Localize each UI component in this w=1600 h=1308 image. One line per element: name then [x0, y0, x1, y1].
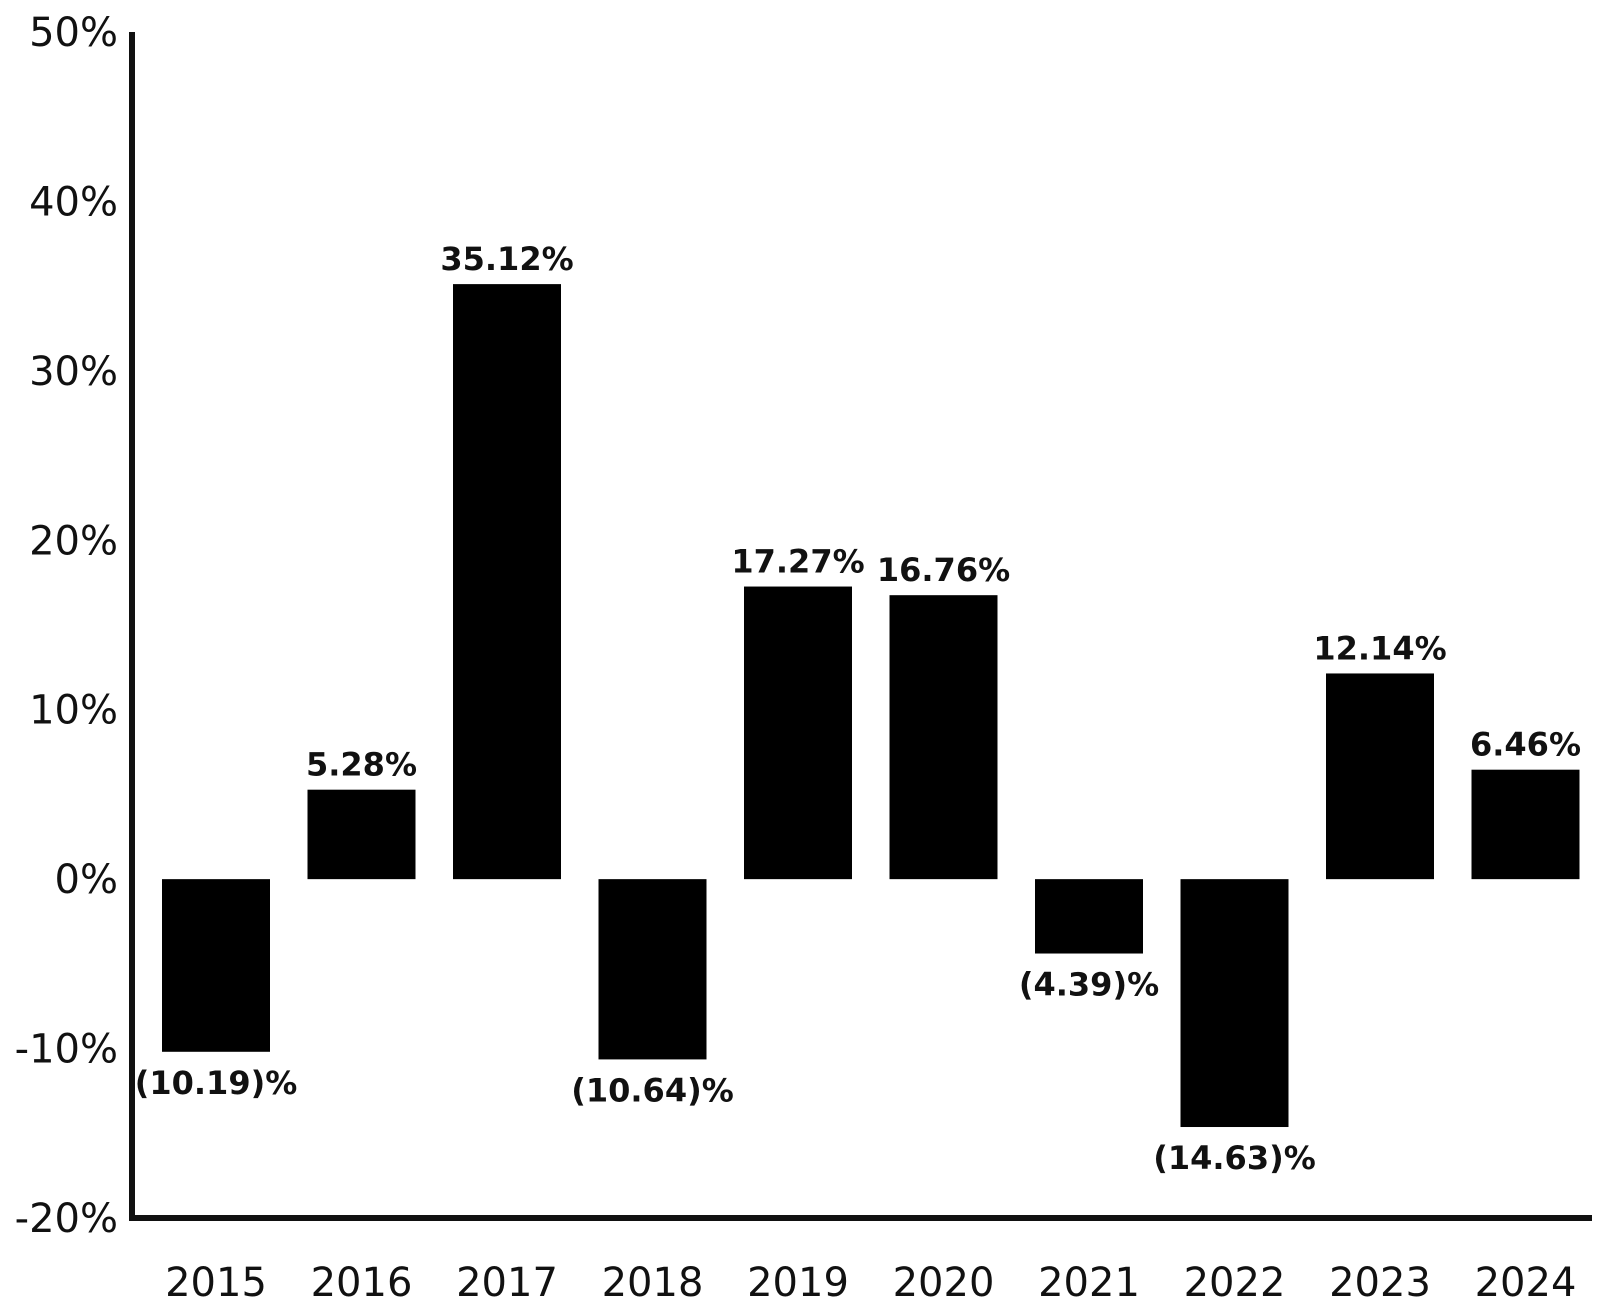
data-label-2018: (10.64)%	[571, 1071, 734, 1109]
x-tick-label-2018: 2018	[602, 1260, 704, 1306]
bar-2016	[307, 789, 416, 880]
x-tick-label-2021: 2021	[1038, 1260, 1140, 1306]
y-tick-label: -20%	[15, 1196, 118, 1242]
bar-2023	[1326, 673, 1434, 880]
y-tick-label: 30%	[29, 349, 118, 395]
bar-2022	[1180, 879, 1289, 1128]
bar-2020	[889, 595, 998, 880]
y-tick-label: 40%	[29, 179, 118, 225]
bars	[162, 284, 1580, 1128]
y-axis: 50% 40% 30% 20% 10% 0% -10% -20%	[15, 10, 135, 1242]
data-label-2023: 12.14%	[1313, 629, 1446, 667]
data-label-2024: 6.46%	[1470, 726, 1581, 764]
x-tick-label-2019: 2019	[747, 1260, 849, 1306]
y-tick-label: 0%	[55, 857, 118, 903]
data-labels: (10.19)% 5.28% 35.12% (10.64)% 17.27% 16.76% (…	[135, 240, 1581, 1177]
x-tick-label-2023: 2023	[1329, 1260, 1431, 1306]
y-tick-label: 20%	[29, 518, 118, 564]
bar-2017	[453, 284, 561, 880]
x-tick-label-2020: 2020	[893, 1260, 995, 1306]
y-tick-label: 50%	[29, 10, 118, 56]
bar-2019	[744, 586, 852, 880]
x-tick-label-2022: 2022	[1184, 1260, 1286, 1306]
x-axis: 2015 2016 2017 2018 2019 2020 2021 2022 2023 2024	[129, 1215, 1592, 1306]
data-label-2017: 35.12%	[440, 240, 573, 278]
bar-2015	[162, 879, 270, 1052]
bar-2024	[1471, 769, 1580, 880]
data-label-2015: (10.19)%	[135, 1064, 298, 1102]
x-tick-label-2024: 2024	[1475, 1260, 1577, 1306]
data-label-2020: 16.76%	[877, 551, 1010, 589]
bar-2021	[1035, 879, 1143, 954]
data-label-2016: 5.28%	[306, 746, 417, 784]
x-tick-label-2015: 2015	[165, 1260, 267, 1306]
bar-2018	[598, 879, 707, 1060]
data-label-2019: 17.27%	[731, 543, 864, 581]
y-tick-label: 10%	[29, 688, 118, 734]
data-label-2022: (14.63)%	[1153, 1139, 1316, 1177]
y-tick-label: -10%	[15, 1027, 118, 1073]
x-tick-label-2017: 2017	[456, 1260, 558, 1306]
data-label-2021: (4.39)%	[1019, 966, 1159, 1004]
x-tick-label-2016: 2016	[311, 1260, 413, 1306]
